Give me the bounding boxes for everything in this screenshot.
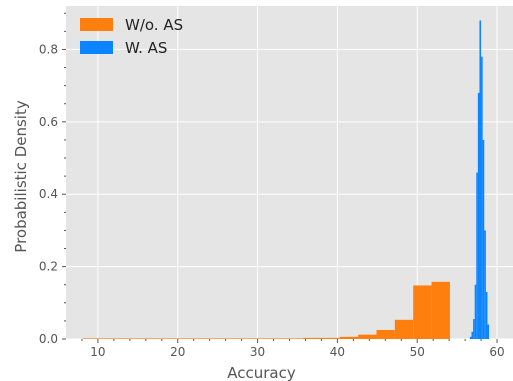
x-tick-label: 50 (410, 345, 425, 359)
histogram-bar-w-as (471, 331, 474, 339)
histogram-bar-wo-as (339, 336, 359, 339)
y-tick-label: 0.4 (39, 187, 58, 201)
histogram-bar-w-as (474, 284, 477, 339)
histogram-bar-wo-as (358, 334, 377, 339)
legend-label-w-as: W. AS (125, 39, 167, 57)
x-axis-label: Accuracy (227, 364, 296, 381)
histogram-bar-w-as (477, 92, 480, 339)
legend-label-wo-as: W/o. AS (125, 16, 183, 34)
histogram-bar-wo-as (119, 338, 138, 339)
histogram-bar-wo-as (284, 338, 304, 339)
histogram-bar-wo-as (413, 285, 432, 339)
histogram-bar-w-as (481, 56, 483, 339)
histogram-bar-wo-as (211, 338, 230, 339)
bars (82, 20, 490, 339)
y-tick-label: 0.2 (39, 260, 58, 274)
histogram-bar-w-as (485, 291, 488, 339)
histogram-bar-wo-as (376, 329, 395, 339)
x-tick-label: 60 (489, 345, 504, 359)
x-tick-label: 20 (170, 345, 185, 359)
histogram-bar-wo-as (321, 337, 340, 339)
histogram-bar-wo-as (156, 338, 175, 339)
y-tick-label: 0.8 (39, 42, 58, 56)
histogram-bar-wo-as (82, 338, 102, 339)
histogram-bar-w-as (484, 230, 486, 339)
axis-ticks: 10 20 30 40 50 60 0.0 0.2 0.4 0.6 0.8 (39, 12, 505, 359)
grid (66, 6, 513, 340)
histogram-bar-wo-as (394, 319, 414, 339)
y-tick-label: 0.6 (39, 115, 58, 129)
y-axis-label: Probabilistic Density (12, 100, 30, 253)
histogram-bar-wo-as (303, 337, 322, 339)
histogram-bar-wo-as (174, 338, 193, 339)
histogram-bar-w-as (473, 319, 475, 339)
histogram-bar-w-as (476, 172, 478, 339)
histogram-bar-w-as (482, 139, 485, 339)
histogram-bar-wo-as (431, 281, 450, 339)
histogram-bar-w-as (469, 336, 472, 339)
histogram-bar-wo-as (101, 338, 120, 339)
x-tick-label: 30 (250, 345, 265, 359)
legend-swatch-w-as (80, 41, 113, 54)
y-tick-label: 0.0 (39, 332, 58, 346)
x-tick-label: 40 (330, 345, 345, 359)
legend: W/o. AS W. AS (80, 16, 183, 57)
x-tick-label: 10 (90, 345, 105, 359)
legend-swatch-wo-as (80, 18, 113, 31)
histogram-bar-wo-as (137, 338, 157, 339)
histogram-bar-wo-as (229, 338, 248, 339)
histogram-bar-wo-as (266, 338, 285, 339)
histogram-bar-wo-as (192, 338, 212, 339)
histogram-bar-w-as (487, 324, 490, 339)
histogram-bar-wo-as (247, 338, 267, 339)
histogram-bar-w-as (479, 20, 482, 339)
